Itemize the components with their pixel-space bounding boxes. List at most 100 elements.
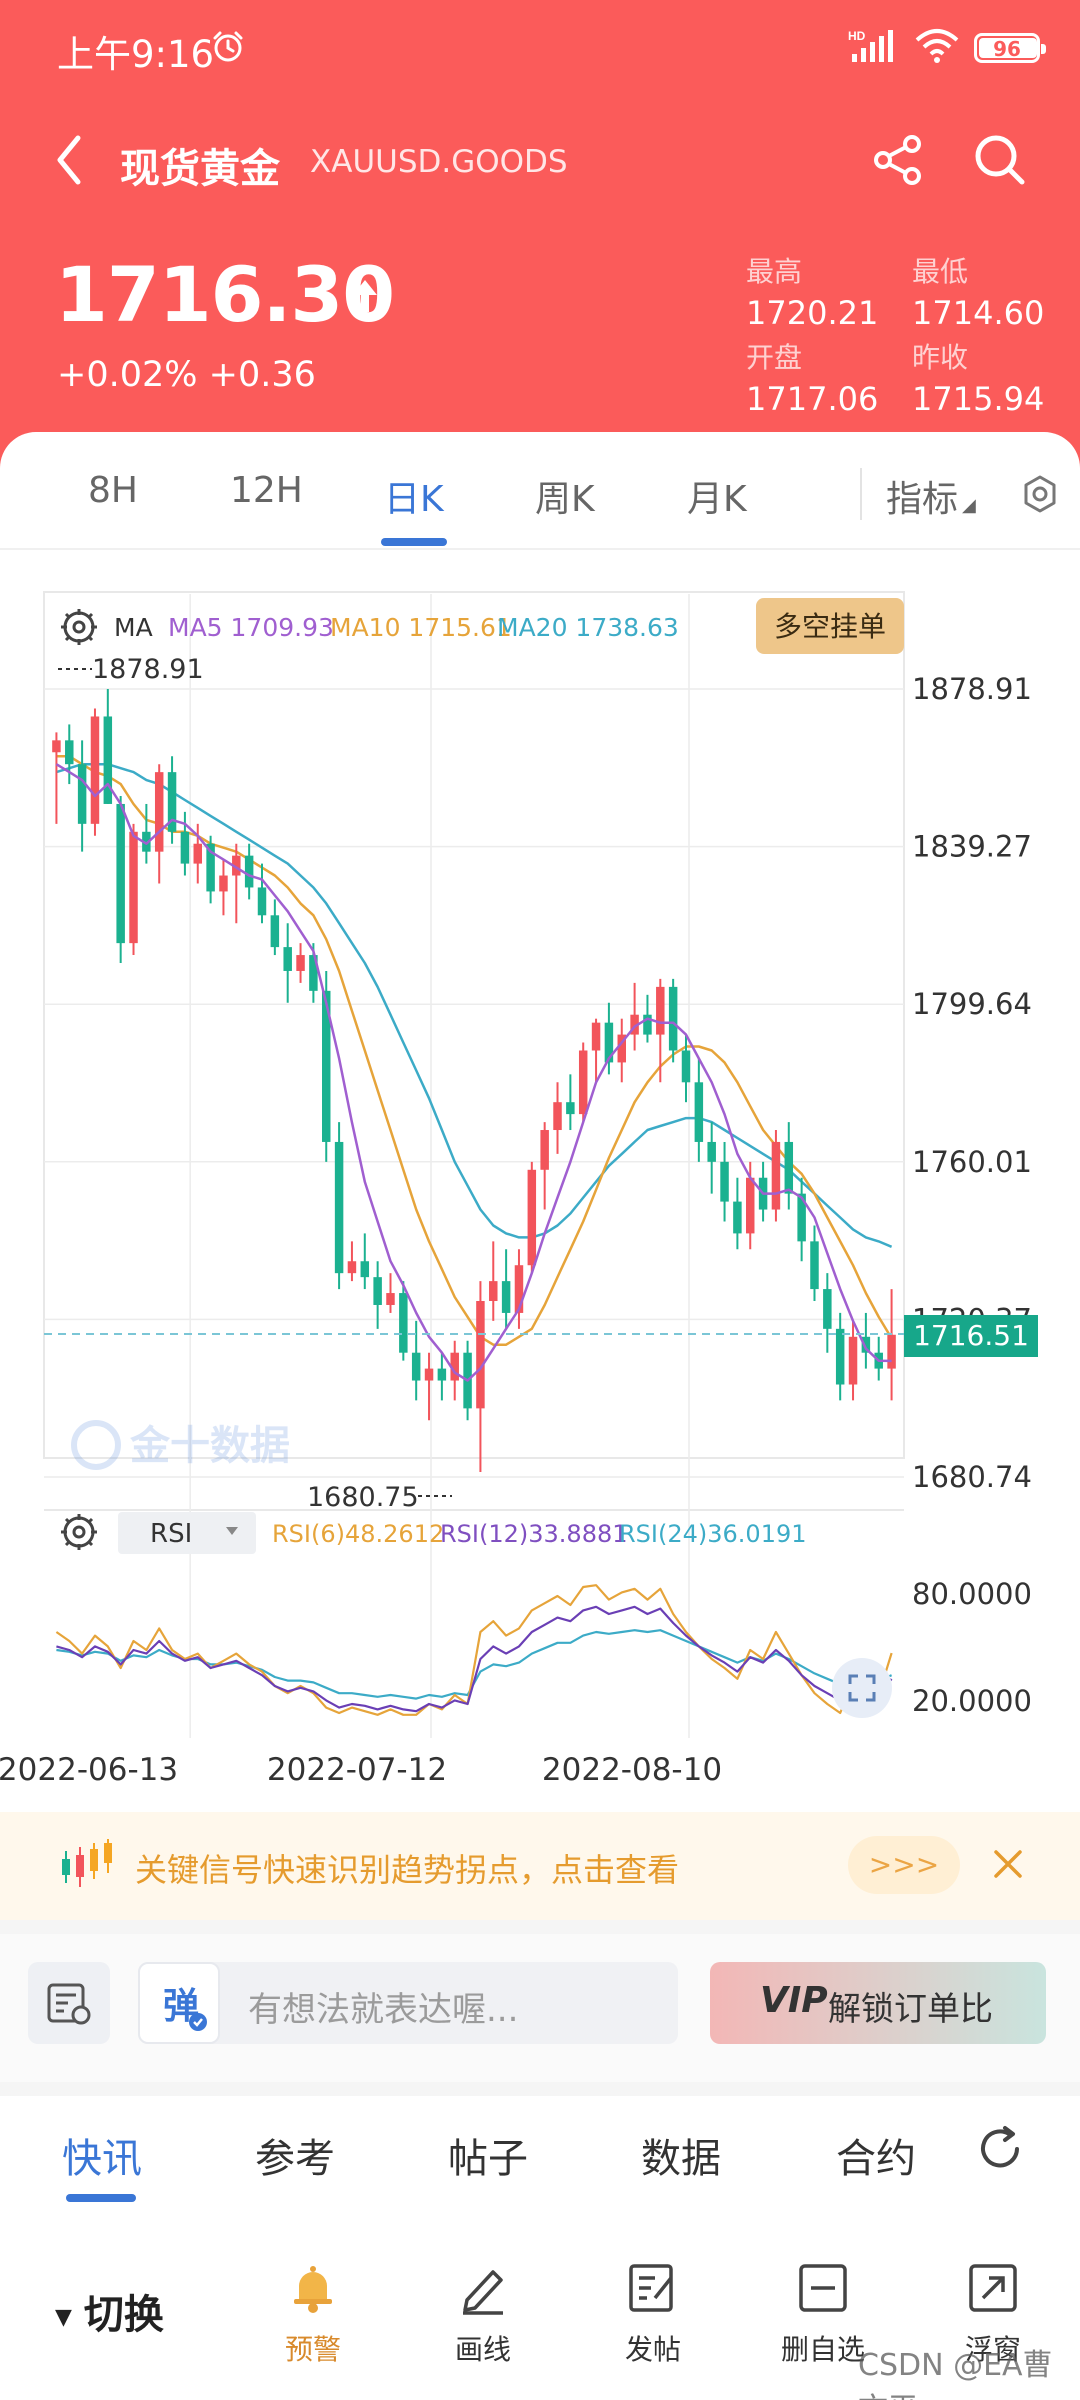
bottom-toolbar: ▼ 切换 预警 画线 发帖 删自选 浮窗 [0, 2220, 1080, 2400]
candle-body [797, 1193, 806, 1242]
tab-weekly[interactable]: 周K [535, 479, 595, 520]
news-tabs: 快讯 参考 帖子 数据 合约 [0, 2096, 1080, 2206]
alarm-clock-icon [211, 30, 245, 68]
status-icons: HD 96 [848, 28, 1046, 68]
candle-body [501, 1281, 511, 1313]
price-change: +0.02% +0.36 [57, 355, 316, 395]
last-price: 1716.30 [55, 250, 395, 339]
y-axis-ticks: 1878.911839.271799.641760.011720.371680.… [912, 672, 1032, 1494]
back-arrow-icon[interactable] [50, 130, 90, 194]
candle [129, 823, 138, 956]
news-tab-underline [66, 2194, 136, 2202]
candle-body [65, 740, 74, 765]
svg-text:HD: HD [848, 29, 866, 43]
unlock-order-ratio-button[interactable]: VIP 解锁订单比 [710, 1962, 1046, 2044]
ma20-line [56, 762, 893, 1248]
tab-data[interactable]: 数据 [641, 2136, 721, 2182]
switch-button[interactable]: ▼ 切换 [55, 2292, 164, 2338]
candlestick-signal-icon [58, 1837, 118, 1901]
tab-12h[interactable]: 12H [230, 470, 303, 511]
float-window-label: 浮窗 [964, 2333, 1021, 2366]
candle [514, 1249, 524, 1329]
banner-more-button[interactable]: >>> [848, 1836, 960, 1894]
remove-watchlist-button[interactable]: 删自选 [763, 2260, 883, 2368]
stat-low-label: 最低 [912, 255, 969, 288]
candle [848, 1320, 858, 1401]
ma5-line [55, 763, 892, 1382]
candle [77, 740, 87, 852]
document-settings-button[interactable] [28, 1962, 110, 2044]
stat-high-value: 1720.21 [746, 294, 879, 332]
candle-body [835, 1328, 845, 1385]
tab-posts[interactable]: 帖子 [448, 2136, 528, 2182]
candle [578, 1042, 588, 1123]
candle-body [720, 1161, 729, 1202]
candle [527, 1161, 537, 1274]
candle [668, 978, 678, 1063]
min-price-marker: 1680.75 [307, 1482, 419, 1513]
candle-body [861, 1336, 871, 1353]
indicator-dropdown[interactable]: 指标 ◢ [886, 479, 976, 520]
candle [476, 1281, 485, 1472]
candle-body [116, 803, 125, 944]
float-window-button[interactable]: 浮窗 [933, 2260, 1053, 2368]
comment-input[interactable]: 弹 有想法就表达喔... [138, 1962, 678, 2044]
signal-banner[interactable]: 关键信号快速识别趋势拐点，点击查看 >>> [0, 1812, 1080, 1920]
danmaku-toggle[interactable]: 弹 [138, 1962, 220, 2044]
alert-button[interactable]: 预警 [253, 2260, 373, 2368]
rsi12-polyline [56, 1605, 893, 1713]
candle-body [553, 1102, 562, 1131]
refresh-icon[interactable] [975, 2124, 1025, 2178]
period-tabs: 8H 12H 日K 周K 月K 指标 ◢ [0, 440, 1080, 550]
candle-body [219, 875, 228, 892]
chart-frame [43, 591, 905, 1459]
candle-body [566, 1102, 575, 1115]
chart-settings-gear-icon[interactable] [1020, 474, 1060, 518]
candle [489, 1241, 498, 1321]
candle-body [206, 843, 215, 892]
chart-area[interactable]: 金十数据 MA MA5 1709.93 MA10 1715.61 MA20 17… [0, 590, 1080, 1790]
candle-body [694, 1082, 704, 1142]
tab-contract[interactable]: 合约 [836, 2136, 916, 2182]
tab-flash-news[interactable]: 快讯 [62, 2136, 142, 2182]
max-price-marker: 1878.91 [92, 654, 204, 685]
draw-line-button[interactable]: 画线 [423, 2260, 543, 2368]
candle-body [810, 1241, 819, 1290]
candle [797, 1177, 806, 1262]
tab-daily[interactable]: 日K [384, 479, 444, 520]
candle-body [347, 1261, 357, 1274]
share-icon[interactable] [870, 132, 926, 192]
vip-badge: VIP [760, 1980, 828, 2021]
candle [206, 835, 215, 904]
ma-settings-gear-icon [61, 609, 97, 645]
rsi-selector: RSI [118, 1512, 256, 1554]
tab-reference[interactable]: 参考 [255, 2136, 335, 2182]
candle-body [193, 843, 202, 864]
tab-8h[interactable]: 8H [88, 470, 138, 511]
ma5-label: MA5 1709.93 [168, 613, 334, 642]
comment-row: 弹 有想法就表达喔... VIP 解锁订单比 [0, 1934, 1080, 2082]
remove-square-icon [799, 2264, 847, 2312]
watermark-text: 金十数据 [129, 1423, 290, 1469]
stat-prev-close-label: 昨收 [912, 341, 969, 374]
instrument-symbol: XAUUSD.GOODS [310, 144, 568, 180]
stat-prev-close-value: 1715.94 [912, 380, 1045, 418]
current-price-tag-text: 1716.51 [913, 1319, 1029, 1352]
candle [694, 1058, 704, 1162]
stat-low-value: 1714.60 [912, 294, 1045, 332]
tabs-divider [0, 548, 1080, 550]
candle-body [360, 1261, 370, 1278]
search-icon[interactable] [970, 130, 1030, 194]
post-button[interactable]: 发帖 [593, 2260, 713, 2368]
tab-monthly[interactable]: 月K [687, 479, 747, 520]
candle-body [167, 772, 177, 832]
candle-body [489, 1281, 498, 1302]
candle-body [129, 831, 138, 944]
candlestick-chart[interactable]: 金十数据 MA MA5 1709.93 MA10 1715.61 MA20 17… [0, 590, 1080, 1790]
candle [810, 1225, 819, 1302]
rsi-selector-label: RSI [150, 1519, 192, 1549]
x-tick-3: 2022-08-10 [542, 1752, 722, 1788]
candle-body [424, 1368, 434, 1381]
close-icon[interactable] [990, 1846, 1026, 1886]
x-tick-2: 2022-07-12 [267, 1752, 447, 1788]
